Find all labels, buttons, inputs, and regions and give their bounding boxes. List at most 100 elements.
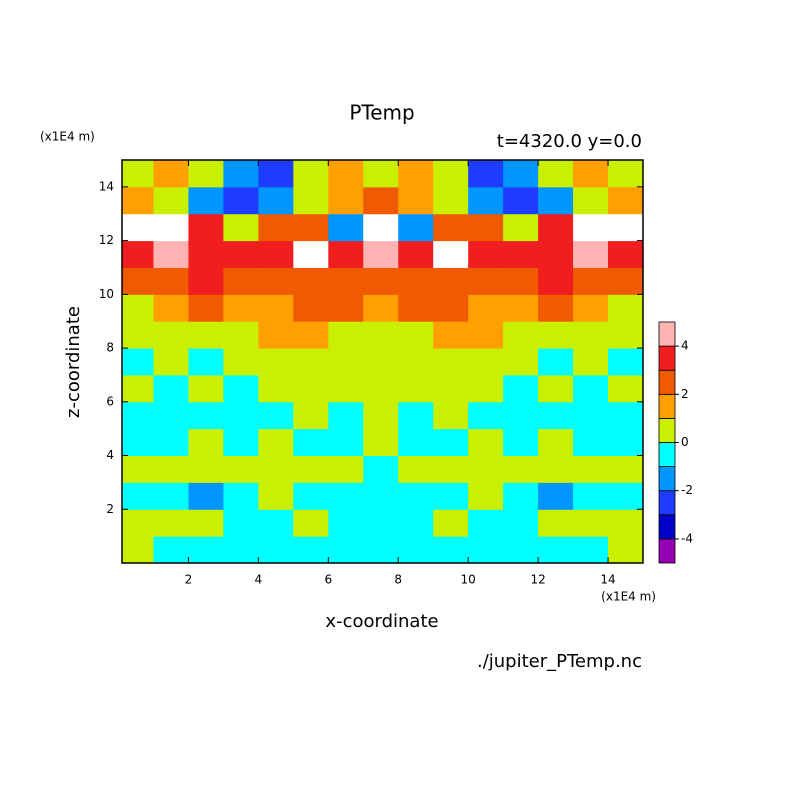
- contour-cell: [258, 160, 294, 188]
- contour-cell: [433, 348, 469, 376]
- contour-cell: [573, 455, 609, 483]
- contour-cell: [573, 482, 609, 510]
- contour-cell: [363, 267, 399, 295]
- contour-cell: [122, 509, 154, 537]
- contour-cell: [258, 401, 294, 430]
- contour-cell: [573, 401, 609, 430]
- contour-cell: [122, 374, 154, 403]
- contour-cell: [503, 213, 539, 242]
- contour-cell: [503, 374, 539, 403]
- contour-cell: [433, 186, 469, 215]
- contour-cell: [153, 186, 189, 215]
- contour-cell: [153, 428, 189, 457]
- contour-cell: [153, 348, 189, 376]
- contour-cell: [398, 240, 434, 268]
- contour-cell: [153, 536, 189, 563]
- contour-cell: [503, 455, 539, 483]
- contour-cell: [293, 294, 329, 322]
- contour-cell: [398, 160, 434, 188]
- contour-cell: [398, 267, 434, 295]
- contour-cell: [573, 428, 609, 457]
- contour-cell: [328, 213, 364, 242]
- contour-cell: [293, 401, 329, 430]
- contour-cell: [122, 401, 154, 430]
- contour-cell: [538, 160, 574, 188]
- contour-cell: [608, 294, 643, 322]
- contour-cell: [122, 428, 154, 457]
- contour-cell: [188, 455, 224, 483]
- contour-cell: [503, 509, 539, 537]
- contour-cell: [258, 374, 294, 403]
- contour-cell: [328, 348, 364, 376]
- y-axis-label: z-coordinate: [63, 306, 84, 418]
- contour-cell: [538, 536, 574, 563]
- contour-cell: [608, 267, 643, 295]
- contour-cell: [328, 428, 364, 457]
- contour-cell: [468, 428, 504, 457]
- contour-cell: [328, 160, 364, 188]
- x-tick-label: 6: [324, 573, 332, 587]
- contour-cell: [328, 240, 364, 268]
- y-tick-label: 8: [106, 341, 114, 355]
- x-tick-label: 4: [255, 573, 263, 587]
- contour-cell: [363, 428, 399, 457]
- contour-cell: [608, 401, 643, 430]
- contour-cell: [293, 536, 329, 563]
- contour-cell: [293, 240, 329, 268]
- contour-cell: [608, 482, 643, 510]
- contour-cell: [503, 428, 539, 457]
- colorbar-tick-label: 2: [681, 387, 689, 401]
- contour-cell: [188, 482, 224, 510]
- contour-cell: [258, 213, 294, 242]
- contour-cell: [258, 509, 294, 537]
- contour-cell: [153, 294, 189, 322]
- contour-cell: [398, 348, 434, 376]
- colorbar-segment: [658, 442, 676, 468]
- contour-cell: [223, 482, 259, 510]
- contour-cell: [538, 401, 574, 430]
- contour-cell: [468, 348, 504, 376]
- contour-cell: [503, 160, 539, 188]
- contour-cell: [328, 267, 364, 295]
- contour-cell: [503, 240, 539, 268]
- contour-cell: [293, 186, 329, 215]
- contour-cell: [328, 509, 364, 537]
- y-tick-label: 12: [99, 233, 114, 247]
- colorbar-tick-label: -2: [681, 483, 693, 497]
- contour-cell: [223, 428, 259, 457]
- contour-cell: [538, 240, 574, 268]
- contour-cell: [468, 536, 504, 563]
- colorbar-tick-label: 0: [681, 435, 689, 449]
- y-tick-label: 10: [99, 287, 114, 301]
- contour-cell: [468, 374, 504, 403]
- contour-cell: [328, 536, 364, 563]
- contour-cell: [468, 267, 504, 295]
- colorbar-segment: [658, 538, 676, 564]
- contour-cell: [433, 482, 469, 510]
- contour-cell: [363, 321, 399, 349]
- contour-cell: [398, 374, 434, 403]
- contour-cell: [188, 213, 224, 242]
- contour-cell: [573, 213, 609, 242]
- contour-cell: [608, 509, 643, 537]
- contour-cell: [503, 267, 539, 295]
- contour-cell: [468, 401, 504, 430]
- contour-cell: [433, 401, 469, 430]
- x-tick-label: 12: [530, 573, 545, 587]
- contour-cell: [433, 213, 469, 242]
- contour-cell: [363, 509, 399, 537]
- contour-cell: [122, 294, 154, 322]
- contour-cell: [398, 186, 434, 215]
- contour-cell: [188, 374, 224, 403]
- contour-cell: [153, 374, 189, 403]
- contour-cell: [363, 294, 399, 322]
- contour-cell: [398, 482, 434, 510]
- contour-cell: [363, 160, 399, 188]
- y-tick-label: 14: [99, 179, 114, 193]
- y-tick-label: 6: [106, 394, 114, 408]
- contour-cell: [122, 482, 154, 510]
- contour-cell: [122, 321, 154, 349]
- contour-cell: [503, 401, 539, 430]
- contour-cell: [608, 455, 643, 483]
